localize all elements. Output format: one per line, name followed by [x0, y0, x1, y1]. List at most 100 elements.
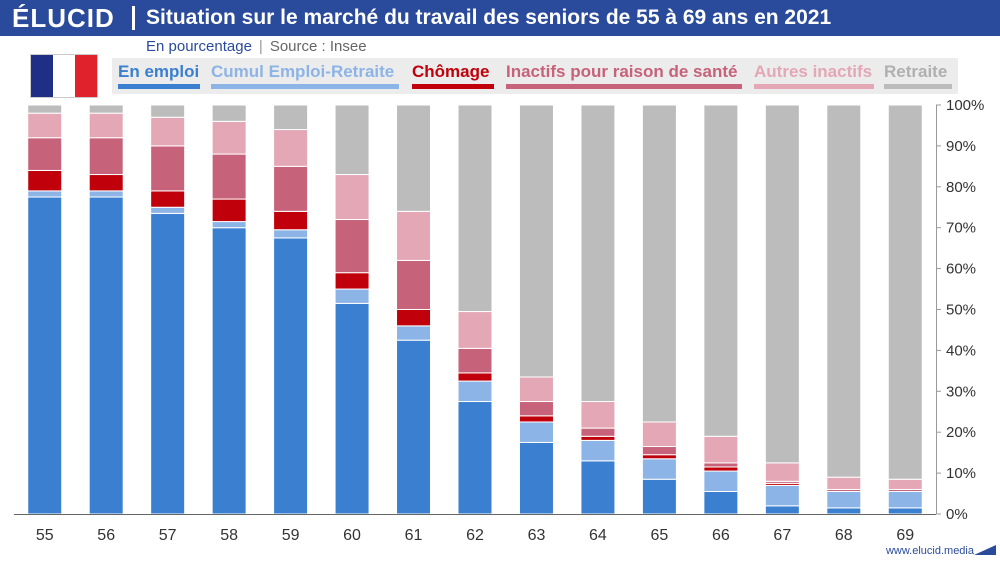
- bar-segment: [703, 470, 739, 493]
- legend-swatch: [754, 84, 874, 89]
- legend-item-chomage: Chômage: [412, 58, 494, 94]
- bar-segment: [334, 272, 370, 290]
- x-tick-label: 59: [282, 527, 300, 544]
- bar-segment: [273, 210, 309, 231]
- bar-segment: [826, 507, 862, 515]
- bar-segment: [641, 458, 677, 480]
- bar-segment: [518, 441, 554, 515]
- bar-segment: [826, 476, 862, 490]
- x-tick-label: 65: [651, 527, 669, 544]
- bar-segment: [580, 460, 616, 515]
- y-tick-label: 20%: [946, 424, 976, 441]
- y-tick-label: 60%: [946, 261, 976, 278]
- bar-segment: [887, 491, 923, 509]
- brand-logo: ÉLUCID: [12, 3, 124, 33]
- bar-segment: [641, 446, 677, 456]
- x-tick-label: 68: [835, 527, 853, 544]
- bar-segment: [703, 435, 739, 464]
- x-tick-label: 67: [773, 527, 791, 544]
- x-tick-label: 66: [712, 527, 730, 544]
- x-tick-label: 63: [528, 527, 546, 544]
- bar-segment: [27, 112, 63, 139]
- y-tick-label: 70%: [946, 220, 976, 237]
- bar-segment: [457, 104, 493, 313]
- legend-swatch: [211, 84, 399, 89]
- header-bar: ÉLUCID Situation sur le marché du travai…: [0, 0, 1000, 36]
- bar-segment: [703, 104, 739, 437]
- bar-segment: [150, 190, 186, 208]
- legend-swatch: [506, 84, 742, 89]
- bar-segment: [88, 137, 124, 176]
- legend-label: Autres inactifs: [754, 62, 873, 81]
- bar-segment: [211, 153, 247, 200]
- bar-segment: [211, 120, 247, 155]
- bar-segment: [764, 505, 800, 515]
- bar-segment: [27, 196, 63, 515]
- bar-segment: [273, 165, 309, 212]
- bar-segment: [764, 484, 800, 507]
- bar-segment: [334, 288, 370, 304]
- bar-segment: [273, 237, 309, 515]
- y-tick-label: 100%: [946, 97, 984, 114]
- legend-label: Cumul Emploi-Retraite: [211, 62, 395, 81]
- bar-segment: [150, 116, 186, 147]
- bar-segment: [703, 491, 739, 515]
- brand-mark-icon: [974, 545, 996, 555]
- bar-segment: [580, 439, 616, 462]
- bar-segment: [88, 174, 124, 192]
- bar-segment: [27, 190, 63, 198]
- subtitle-row: En pourcentage | Source : Insee: [146, 38, 367, 56]
- flag-white-stripe: [53, 55, 75, 97]
- x-tick-label: 69: [896, 527, 914, 544]
- legend-label: Inactifs pour raison de santé: [506, 62, 738, 81]
- y-tick-label: 30%: [946, 383, 976, 400]
- legend-item-cumul-emploi-retraite: Cumul Emploi-Retraite: [211, 58, 399, 94]
- legend-label: Chômage: [412, 62, 490, 81]
- x-tick-label: 62: [466, 527, 484, 544]
- bar-segment: [396, 259, 432, 311]
- x-tick-label: 55: [36, 527, 54, 544]
- bar-segment: [88, 190, 124, 198]
- bar-segment: [27, 169, 63, 192]
- bar-segment: [457, 311, 493, 349]
- y-tick-label: 40%: [946, 342, 976, 359]
- bar-segment: [457, 347, 493, 374]
- bar-segment: [27, 104, 63, 114]
- bar-segment: [518, 376, 554, 403]
- legend-item-retraite: Retraite: [884, 58, 952, 94]
- bar-segment: [334, 302, 370, 515]
- bar-segment: [641, 454, 677, 460]
- bar-segment: [887, 104, 923, 480]
- bar-segment: [27, 137, 63, 171]
- bar-segment: [334, 174, 370, 221]
- bar-segment: [764, 104, 800, 464]
- bar-segment: [88, 104, 124, 114]
- bar-segment: [518, 421, 554, 443]
- bar-segment: [641, 104, 677, 423]
- bar-segment: [457, 372, 493, 382]
- bar-segment: [826, 104, 862, 478]
- y-tick-label: 0%: [946, 506, 968, 523]
- bar-segment: [150, 212, 186, 515]
- legend-item-en-emploi: En emploi: [118, 58, 200, 94]
- legend-label: En emploi: [118, 62, 200, 81]
- x-tick-label: 64: [589, 527, 607, 544]
- bar-segment: [887, 507, 923, 515]
- bar-segment: [396, 325, 432, 341]
- bar-segment: [764, 462, 800, 482]
- bar-segment: [211, 104, 247, 122]
- legend-swatch: [412, 84, 494, 89]
- bar-segment: [518, 104, 554, 378]
- bar-segment: [396, 339, 432, 515]
- bar-segment: [396, 309, 432, 327]
- legend-item-autres-inactifs: Autres inactifs: [754, 58, 874, 94]
- y-tick-label: 80%: [946, 179, 976, 196]
- header-divider: [132, 6, 135, 30]
- chart-subtitle: En pourcentage: [146, 38, 252, 55]
- y-tick-label: 50%: [946, 302, 976, 319]
- legend-item-inactifs-sante: Inactifs pour raison de santé: [506, 58, 742, 94]
- x-tick-label: 60: [343, 527, 361, 544]
- legend-swatch: [884, 84, 952, 89]
- bar-segment: [150, 145, 186, 192]
